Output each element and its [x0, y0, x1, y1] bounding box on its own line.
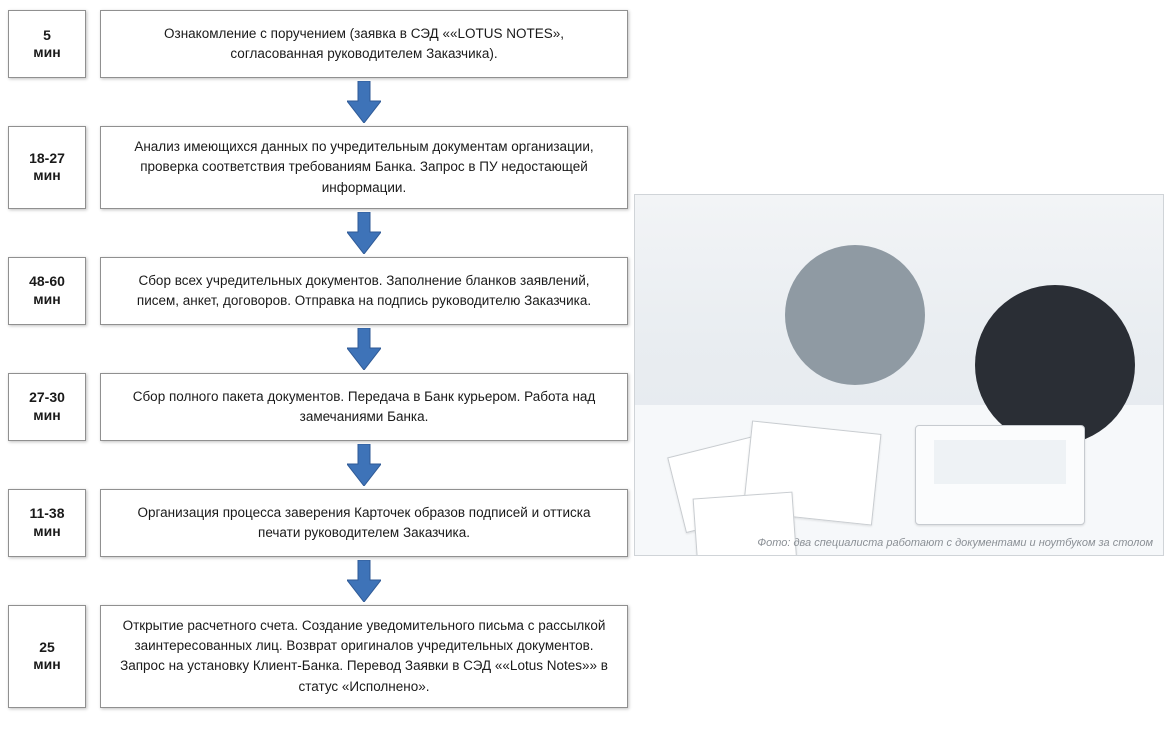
flowchart: 5 мин Ознакомление с поручением (заявка …	[8, 10, 628, 708]
flow-step: 18-27 мин Анализ имеющихся данных по учр…	[8, 126, 628, 209]
description-box: Сбор полного пакета документов. Передача…	[100, 373, 628, 441]
illustration-image: Фото: два специалиста работают с докумен…	[634, 194, 1164, 556]
time-value: 18-27	[29, 150, 65, 168]
flow-arrow	[8, 325, 628, 373]
description-text: Анализ имеющихся данных по учредительным…	[119, 137, 609, 198]
time-unit: мин	[33, 291, 60, 309]
description-text: Открытие расчетного счета. Создание увед…	[119, 616, 609, 697]
flow-step: 25 мин Открытие расчетного счета. Создан…	[8, 605, 628, 708]
flow-arrow	[8, 557, 628, 605]
description-text: Организация процесса заверения Карточек …	[119, 503, 609, 544]
description-box: Организация процесса заверения Карточек …	[100, 489, 628, 557]
description-box: Сбор всех учредительных документов. Запо…	[100, 257, 628, 325]
time-value: 27-30	[29, 389, 65, 407]
time-value: 11-38	[29, 505, 64, 523]
time-unit: мин	[33, 44, 60, 62]
flow-step: 11-38 мин Организация процесса заверения…	[8, 489, 628, 557]
illustration-abstract: Фото: два специалиста работают с докумен…	[635, 195, 1163, 555]
time-box: 27-30 мин	[8, 373, 86, 441]
flow-arrow	[8, 78, 628, 126]
time-unit: мин	[33, 407, 60, 425]
arrow-down-icon	[347, 81, 381, 123]
time-unit: мин	[33, 167, 60, 185]
description-text: Ознакомление с поручением (заявка в СЭД …	[119, 24, 609, 65]
time-box: 25 мин	[8, 605, 86, 708]
flow-arrow	[8, 441, 628, 489]
time-box: 11-38 мин	[8, 489, 86, 557]
flow-step: 27-30 мин Сбор полного пакета документов…	[8, 373, 628, 441]
flow-arrow	[8, 209, 628, 257]
description-box: Ознакомление с поручением (заявка в СЭД …	[100, 10, 628, 78]
time-box: 48-60 мин	[8, 257, 86, 325]
time-unit: мин	[33, 656, 60, 674]
time-box: 5 мин	[8, 10, 86, 78]
time-value: 48-60	[29, 273, 65, 291]
time-box: 18-27 мин	[8, 126, 86, 209]
description-text: Сбор полного пакета документов. Передача…	[119, 387, 609, 428]
arrow-down-icon	[347, 328, 381, 370]
description-box: Анализ имеющихся данных по учредительным…	[100, 126, 628, 209]
flow-step: 48-60 мин Сбор всех учредительных докуме…	[8, 257, 628, 325]
description-text: Сбор всех учредительных документов. Запо…	[119, 271, 609, 312]
flow-step: 5 мин Ознакомление с поручением (заявка …	[8, 10, 628, 78]
arrow-down-icon	[347, 444, 381, 486]
arrow-down-icon	[347, 560, 381, 602]
time-value: 25	[39, 639, 55, 657]
arrow-down-icon	[347, 212, 381, 254]
illustration-caption: Фото: два специалиста работают с докумен…	[757, 537, 1153, 549]
description-box: Открытие расчетного счета. Создание увед…	[100, 605, 628, 708]
time-unit: мин	[33, 523, 60, 541]
time-value: 5	[43, 27, 51, 45]
